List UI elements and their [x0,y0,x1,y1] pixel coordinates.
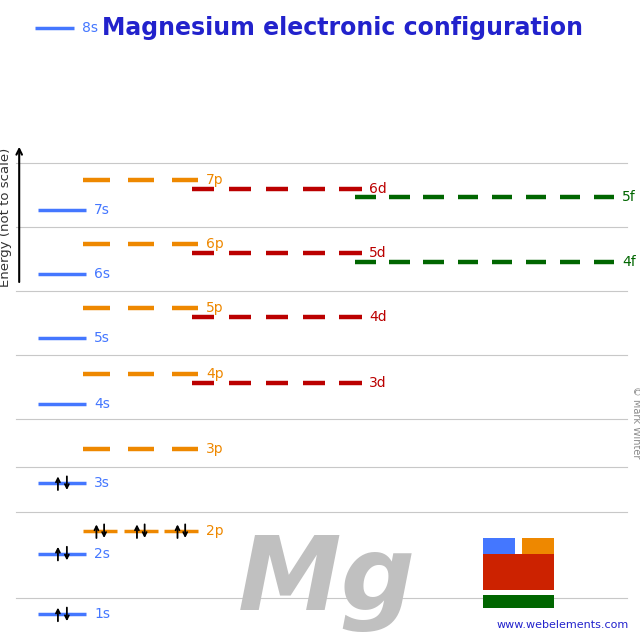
Text: 2p: 2p [206,524,224,538]
Text: 7p: 7p [206,173,224,188]
Bar [483,554,554,590]
Text: www.webelements.com: www.webelements.com [496,620,628,630]
Text: Energy (not to scale): Energy (not to scale) [0,148,12,287]
Bar [483,538,515,554]
Text: 3p: 3p [206,442,224,456]
Text: 6d: 6d [369,182,387,196]
Text: 3d: 3d [369,376,387,390]
Text: 3s: 3s [94,476,110,490]
Text: Magnesium electronic configuration: Magnesium electronic configuration [102,16,583,40]
Text: 4d: 4d [369,310,387,324]
Text: 1s: 1s [94,607,110,621]
Text: 4s: 4s [94,397,110,412]
Bar [522,538,554,554]
Text: 4f: 4f [622,255,636,269]
Text: 8s: 8s [82,21,98,35]
Text: 4p: 4p [206,367,224,381]
Text: 5f: 5f [622,190,636,204]
Text: 6p: 6p [206,237,224,252]
Text: © Mark Winter: © Mark Winter [630,386,640,459]
Text: 5p: 5p [206,301,224,316]
Bar [483,595,554,608]
Text: Mg: Mg [237,531,415,632]
Text: 5d: 5d [369,246,387,260]
Text: 7s: 7s [94,203,110,217]
Text: 2s: 2s [94,547,110,561]
Text: 5s: 5s [94,331,110,345]
Text: 6s: 6s [94,267,110,281]
